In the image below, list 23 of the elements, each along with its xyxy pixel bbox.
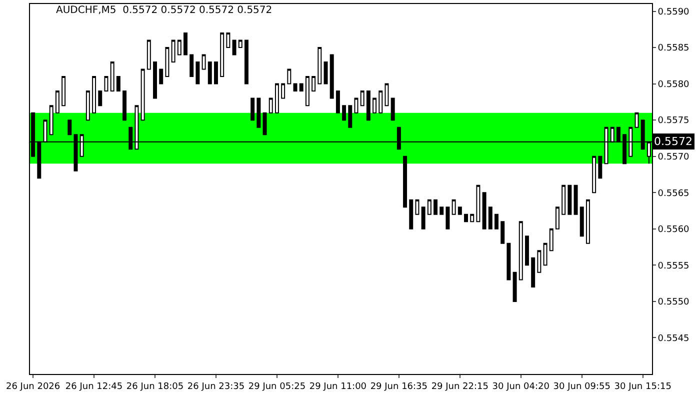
- y-tick-label: 0.5570: [658, 152, 690, 162]
- ref-line-label: 0.5572: [654, 135, 692, 148]
- x-tick-label: 26 Jun 23:35: [187, 382, 245, 392]
- chart-title: AUDCHF,M5 0.5572 0.5572 0.5572 0.5572: [56, 5, 272, 16]
- y-tick-label: 0.5565: [658, 188, 690, 199]
- x-tick-label: 30 Jun 09:55: [553, 382, 610, 392]
- y-tick-label: 0.5560: [658, 225, 690, 236]
- x-tick-label: 30 Jun 04:20: [492, 382, 550, 392]
- x-tick-label: 26 Jun 12:45: [65, 382, 123, 392]
- x-tick-label: 29 Jun 11:00: [309, 382, 367, 392]
- y-tick-label: 0.5585: [658, 44, 690, 54]
- x-tick-label: 29 Jun 16:35: [370, 382, 428, 392]
- y-tick-label: 0.5590: [658, 7, 690, 18]
- y-tick-label: 0.5545: [658, 334, 690, 344]
- x-tick-label: 30 Jun 15:15: [614, 382, 672, 392]
- y-tick-label: 0.5555: [658, 261, 690, 272]
- x-tick-label: 29 Jun 05:25: [248, 382, 306, 392]
- y-tick-label: 0.5550: [658, 298, 690, 308]
- y-tick-label: 0.5580: [658, 80, 690, 90]
- x-tick-label: 29 Jun 22:15: [431, 382, 489, 392]
- x-tick-label: 26 Jun 18:05: [126, 382, 184, 392]
- x-tick-label: 26 Jun 2026: [6, 382, 60, 392]
- y-tick-label: 0.5575: [658, 116, 690, 126]
